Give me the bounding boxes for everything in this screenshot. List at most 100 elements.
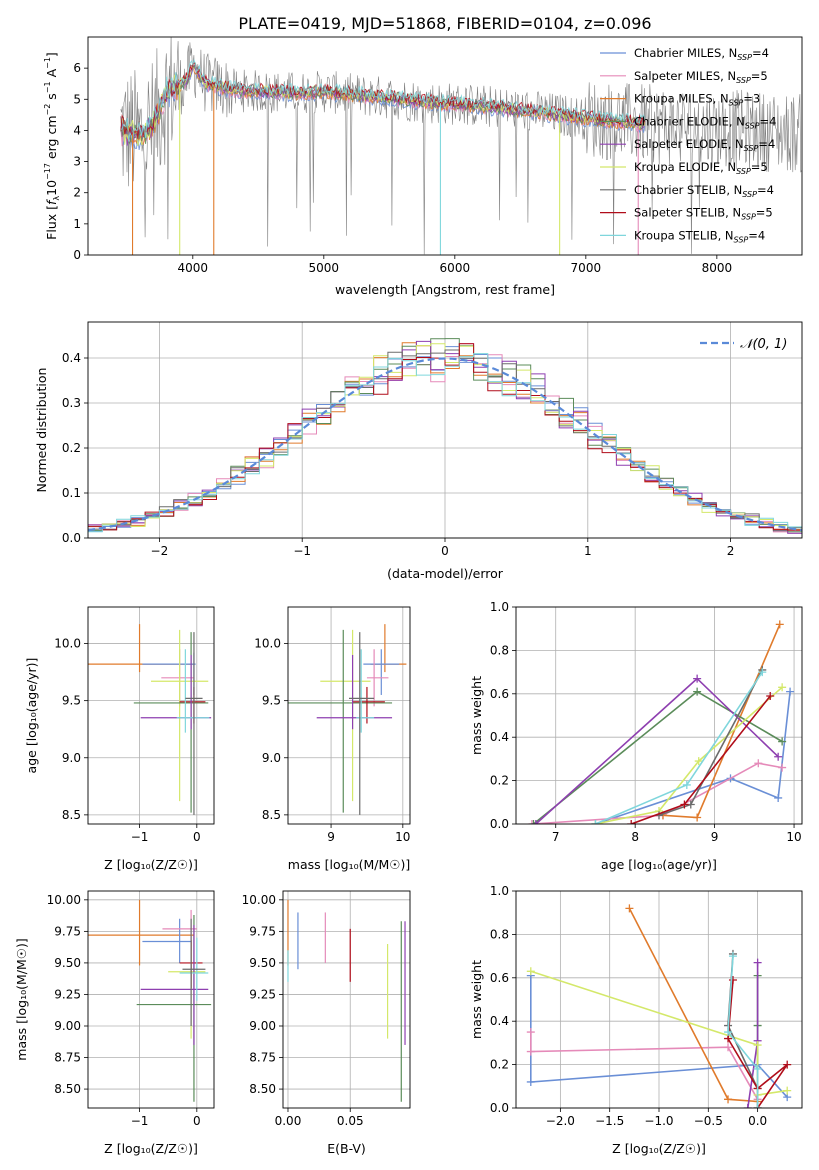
mass_vs_ebv-ytick-label-1: 8.75 <box>249 1051 276 1065</box>
age_vs_Z-xlabel: Z [log₁₀(Z/Z☉)] <box>104 857 198 872</box>
age_vs_Z-xtick-label-1: 0 <box>193 830 201 844</box>
weight_vs_Z-marker-kroupa_miles-1 <box>724 1095 733 1104</box>
weight_vs_age-xtick-label-0: 7 <box>552 830 560 844</box>
spectrum-xtick-label-1: 5000 <box>309 261 340 275</box>
weight_vs_age-marker-salpeter_stelib-0 <box>766 691 775 700</box>
weight_vs_age-plot-area <box>527 620 795 824</box>
age_vs_mass-xtick-label-1: 10 <box>395 830 410 844</box>
age_vs_mass-ytick-label-3: 10.0 <box>254 637 281 651</box>
weight_vs_age-marker-salpeter_stelib-1 <box>680 800 689 809</box>
legend-label-kroupa_miles: Kroupa MILES, NSSP=3 <box>634 92 760 108</box>
weight_vs_Z-xtick-label-2: −1.0 <box>644 1114 673 1128</box>
weight_vs_Z-marker-kroupa_elodie-1 <box>753 1041 762 1050</box>
residuals-xtick-label-2: 0 <box>441 544 449 558</box>
weight_vs_age-ytick-label-3: 0.6 <box>490 687 509 701</box>
weight_vs_Z-marker-salpeter_miles-2 <box>724 1043 733 1052</box>
mass_vs_Z-ytick-label-2: 9.00 <box>54 1019 81 1033</box>
legend-label-kroupa_stelib: Kroupa STELIB, NSSP=4 <box>634 228 765 244</box>
spectrum-xtick-label-4: 8000 <box>702 261 733 275</box>
age_vs_Z-ytick-label-0: 8.5 <box>62 808 81 822</box>
spectrum-ytick-label-1: 1 <box>73 217 81 231</box>
residuals-xtick-label-1: −1 <box>293 544 311 558</box>
weight_vs_Z-ytick-label-3: 0.6 <box>490 971 509 985</box>
age_vs_mass-ytick-label-0: 8.5 <box>262 808 281 822</box>
age_vs_mass-frame <box>287 606 411 825</box>
weight_vs_age-frame <box>515 606 803 825</box>
mass_vs_Z-frame <box>87 890 215 1109</box>
model-line-kroupa_stelib <box>120 58 646 143</box>
weight_vs_Z-series-salpeter_miles <box>530 1032 759 1100</box>
weight_vs_age-marker-chabrier_elodie-2 <box>529 820 538 824</box>
age_vs_mass-ytick-label-2: 9.5 <box>262 694 281 708</box>
residuals-ytick-label-4: 0.4 <box>62 351 81 365</box>
mass_vs_Z-ylabel: mass [log₁₀(M/M☉)] <box>14 938 29 1060</box>
weight_vs_Z-marker-chabrier_miles-1 <box>526 1077 535 1086</box>
weight_vs_age-ytick-label-1: 0.2 <box>490 774 509 788</box>
mass_vs_ebv-ytick-label-5: 9.75 <box>249 924 276 938</box>
residuals-xlabel: (data-model)/error <box>387 566 504 581</box>
mass_vs_Z-xlabel: Z [log₁₀(Z/Z☉)] <box>104 1141 198 1156</box>
histogram-kroupa_stelib <box>88 353 802 536</box>
spectrum-ytick-label-0: 0 <box>73 248 81 262</box>
spectrum-legend: Chabrier MILES, NSSP=4 Salpeter MILES, NS… <box>600 46 776 244</box>
weight_vs_age-ytick-label-0: 0.0 <box>490 817 509 831</box>
weight_vs_Z-marker-salpeter_miles-0 <box>526 1028 535 1037</box>
mass_vs_ebv-xtick-label-1: 0.05 <box>337 1114 364 1128</box>
spectrum-xlabel: wavelength [Angstrom, rest frame] <box>335 282 555 297</box>
spectrum-ytick-label-2: 2 <box>73 186 81 200</box>
legend-label-chabrier_elodie: Chabrier ELODIE, NSSP=4 <box>634 114 776 130</box>
weight_vs_age-marker-chabrier_miles-0 <box>786 687 795 696</box>
residuals-ytick-label-3: 0.3 <box>62 396 81 410</box>
spectrum-xtick-label-0: 4000 <box>178 261 209 275</box>
residuals-xtick-label-3: 1 <box>584 544 592 558</box>
mass_vs_Z-ytick-label-5: 9.75 <box>54 924 81 938</box>
legend-label-chabrier_stelib: Chabrier STELIB, NSSP=4 <box>634 183 774 199</box>
weight_vs_Z-marker-kroupa_elodie-3 <box>783 1086 792 1095</box>
mass_vs_ebv-frame <box>282 890 411 1109</box>
mass_vs_Z-ytick-label-6: 10.00 <box>47 893 81 907</box>
weight_vs_Z-marker-kroupa_stelib-1 <box>724 1028 733 1037</box>
age_vs_mass-xtick-label-0: 9 <box>327 830 335 844</box>
weight_vs_age-ytick-label-5: 1.0 <box>490 600 509 614</box>
residuals-xtick-label-4: 2 <box>727 544 735 558</box>
weight_vs_age-marker-salpeter_elodie-2 <box>531 820 540 824</box>
spectrum-ytick-label-6: 6 <box>73 61 81 75</box>
weight_vs_age-marker-chabrier_elodie-0 <box>778 737 787 746</box>
age_vs_Z-ytick-label-2: 9.5 <box>62 694 81 708</box>
weight_vs_age-ytick-label-2: 0.4 <box>490 730 509 744</box>
weight_vs_Z-ytick-label-1: 0.2 <box>490 1058 509 1072</box>
weight_vs_age-marker-salpeter_stelib-2 <box>627 820 636 824</box>
mass_vs_Z-ytick-label-3: 9.25 <box>54 987 81 1001</box>
weight_vs_Z-ytick-label-5: 1.0 <box>490 884 509 898</box>
weight_vs_age-marker-chabrier_elodie-1 <box>693 687 702 696</box>
weight_vs_Z-marker-kroupa_stelib-3 <box>753 1104 762 1108</box>
model-line-salpeter_elodie <box>120 64 646 146</box>
spectrum-ytick-label-5: 5 <box>73 92 81 106</box>
weight_vs_Z-marker-kroupa_stelib-0 <box>728 952 737 961</box>
mass_vs_ebv-axes: 0.00 0.05 8.50 8.75 9.00 9.25 9.50 9.75 10.00 <box>242 890 411 1128</box>
weight_vs_age-marker-salpeter_elodie-0 <box>774 752 783 761</box>
legend-label-salpeter_stelib: Salpeter STELIB, NSSP=5 <box>634 206 773 222</box>
weight_vs_age-axes: 7 8 9 10 0.0 0.2 0.4 0.6 0.8 1.0 <box>490 600 803 844</box>
weight_vs_Z-marker-salpeter_stelib-0 <box>728 975 737 984</box>
weight_vs_age-marker-kroupa_stelib-1 <box>682 780 691 789</box>
weight_vs_age-marker-kroupa_miles-1 <box>693 813 702 822</box>
weight_vs_age-marker-kroupa_miles-0 <box>775 620 784 629</box>
mass_vs_ebv-ytick-label-2: 9.00 <box>249 1019 276 1033</box>
mass_vs_Z-ytick-label-1: 8.75 <box>54 1051 81 1065</box>
age_vs_mass-ytick-label-1: 9.0 <box>262 751 281 765</box>
age_vs_Z-frame <box>87 606 215 825</box>
legend-label-chabrier_miles: Chabrier MILES, NSSP=4 <box>634 46 769 62</box>
weight_vs_age-marker-kroupa_elodie-1 <box>694 757 703 766</box>
weight_vs_Z-xlabel: Z [log₁₀(Z/Z☉)] <box>612 1141 706 1156</box>
legend-label-salpeter_miles: Salpeter MILES, NSSP=5 <box>634 69 768 85</box>
mass_vs_Z-xtick-label-0: −1 <box>131 1114 149 1128</box>
weight_vs_Z-ylabel: mass weight <box>469 960 484 1039</box>
weight_vs_Z-plot-area <box>526 904 792 1108</box>
mass_vs_ebv-ytick-label-6: 10.00 <box>242 893 276 907</box>
weight_vs_age-marker-kroupa_stelib-2 <box>591 820 600 824</box>
weight_vs_Z-ytick-label-2: 0.4 <box>490 1014 509 1028</box>
mass_vs_ebv-plot-area <box>287 899 406 1102</box>
weight_vs_Z-ytick-label-0: 0.0 <box>490 1101 509 1115</box>
